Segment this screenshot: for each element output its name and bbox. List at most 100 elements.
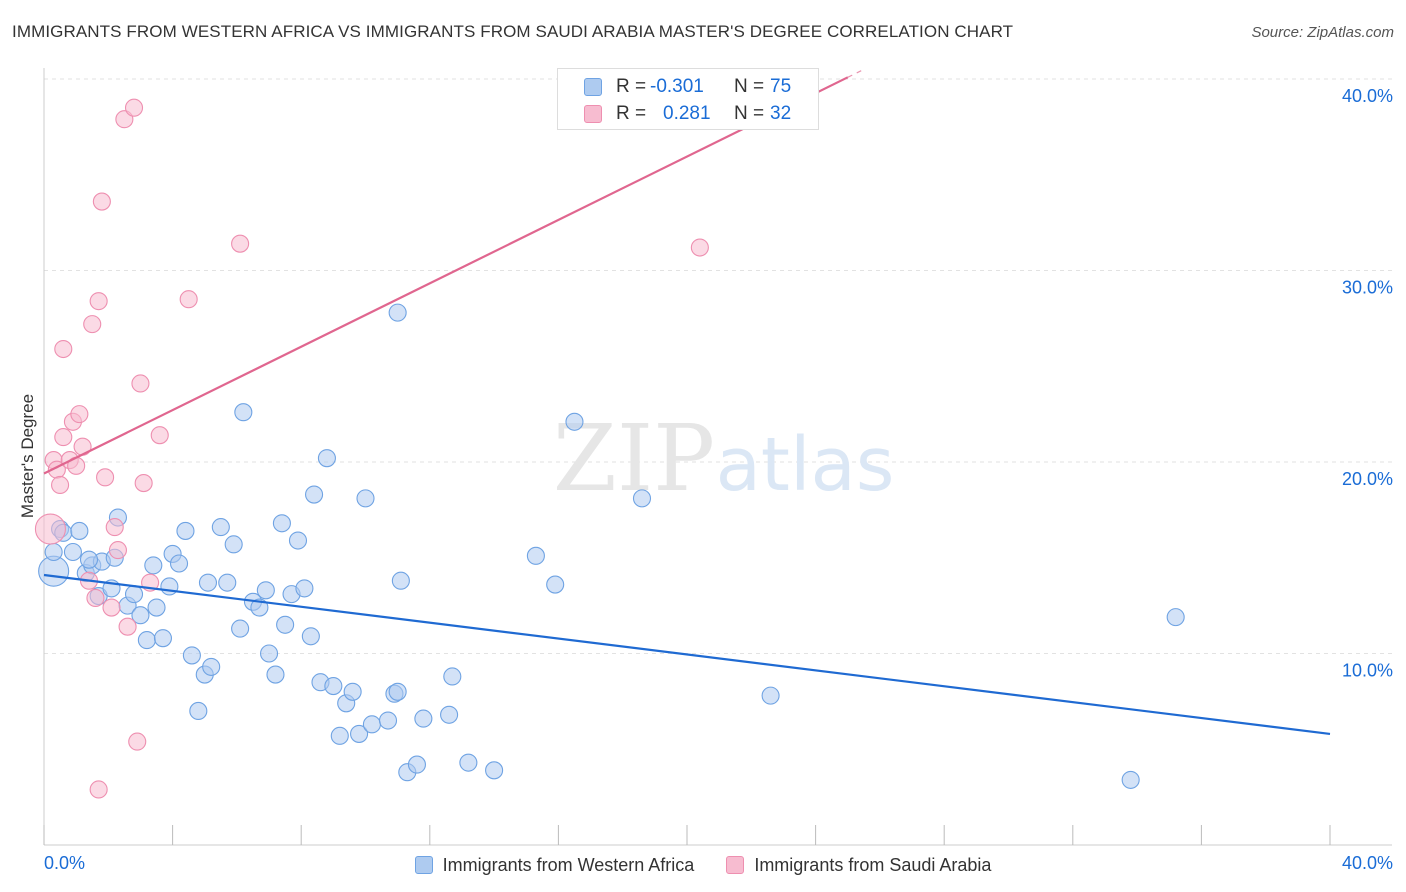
point-saudi-arabia (96, 468, 115, 487)
point-saudi-arabia (231, 234, 250, 253)
point-saudi-arabia (105, 518, 124, 537)
point-western-africa (63, 542, 82, 562)
point-western-africa (124, 585, 144, 604)
y-tick-label: 20.0% (1342, 469, 1393, 489)
point-western-africa (288, 531, 308, 550)
stats-swatch-western-africa (584, 78, 602, 96)
point-western-africa (343, 682, 362, 701)
grid-lines: 10.0% 20.0% 30.0% 40.0% (44, 78, 1393, 681)
point-saudi-arabia (128, 732, 147, 751)
point-western-africa (202, 657, 221, 676)
r-value: 0.281 (663, 103, 711, 124)
point-western-africa (70, 521, 89, 540)
legend-swatch-saudi-arabia (726, 856, 745, 874)
point-western-africa (131, 606, 150, 625)
trend-line-saudi-arabia-extension (847, 68, 865, 78)
r-label: R = (616, 103, 647, 124)
point-western-africa (44, 542, 63, 562)
trend-line-saudi-arabia (43, 76, 849, 475)
point-western-africa (305, 485, 324, 504)
point-western-africa (176, 521, 195, 540)
point-saudi-arabia (134, 474, 153, 493)
r-value: -0.301 (650, 76, 704, 97)
point-saudi-arabia (34, 513, 66, 545)
point-western-africa (169, 554, 189, 573)
point-saudi-arabia (83, 315, 102, 334)
trend-layer (43, 68, 1331, 736)
point-western-africa (295, 579, 314, 598)
point-western-africa (485, 761, 504, 780)
y-tick-label: 30.0% (1342, 278, 1393, 298)
point-western-africa (147, 598, 166, 617)
point-saudi-arabia (118, 617, 137, 636)
point-western-africa (218, 573, 237, 592)
point-western-africa (391, 571, 410, 590)
series-legend: Immigrants from Western Africa Immigrant… (0, 852, 1406, 878)
watermark-atlas: atlas (716, 422, 895, 508)
point-saudi-arabia (70, 405, 89, 424)
point-western-africa (362, 715, 381, 734)
point-western-africa (250, 598, 269, 617)
point-western-africa (414, 709, 433, 728)
points-layer (34, 98, 1185, 799)
y-tick-label: 40.0% (1342, 86, 1393, 106)
legend-item-western-africa: Immigrants from Western Africa (414, 854, 695, 876)
x-tick-label-max: 40.0% (1342, 853, 1393, 873)
point-saudi-arabia (150, 426, 169, 445)
point-western-africa (350, 724, 369, 743)
point-western-africa (388, 682, 407, 701)
r-label: R = (616, 76, 647, 97)
point-western-africa (189, 701, 208, 721)
n-value: 32 (770, 103, 792, 124)
point-saudi-arabia (102, 598, 121, 617)
point-saudi-arabia (54, 339, 73, 359)
point-saudi-arabia (54, 428, 73, 447)
y-tick-label: 10.0% (1342, 661, 1393, 681)
point-western-africa (1166, 608, 1185, 627)
point-western-africa (153, 629, 173, 648)
axes (43, 68, 1392, 846)
chart-title: IMMIGRANTS FROM WESTERN AFRICA VS IMMIGR… (12, 22, 1014, 41)
point-saudi-arabia (108, 541, 127, 560)
trend-line-western-africa (43, 573, 1331, 736)
point-western-africa (231, 619, 250, 638)
point-western-africa (256, 581, 275, 600)
point-western-africa (356, 489, 375, 508)
point-saudi-arabia (86, 588, 105, 608)
legend-label-saudi-arabia: Immigrants from Saudi Arabia (754, 854, 992, 875)
point-saudi-arabia (51, 475, 70, 495)
y-axis-label: Master's Degree (18, 394, 37, 518)
point-western-africa (234, 403, 253, 422)
x-tick-label-min: 0.0% (44, 853, 85, 873)
point-western-africa (388, 303, 407, 322)
point-western-africa (137, 631, 156, 650)
point-western-africa (144, 556, 163, 575)
point-western-africa (440, 705, 459, 724)
point-western-africa (259, 644, 279, 663)
point-western-africa (324, 677, 343, 696)
point-western-africa (79, 550, 99, 569)
point-saudi-arabia (92, 192, 111, 211)
point-western-africa (546, 575, 565, 594)
n-label: N = (734, 103, 765, 124)
stats-legend: R = -0.301 N = 75 R = 0.281 N = 32 (557, 68, 819, 130)
legend-label-western-africa: Immigrants from Western Africa (442, 854, 695, 875)
legend-swatch-western-africa (414, 856, 433, 874)
n-value: 75 (770, 76, 792, 97)
point-saudi-arabia (131, 374, 150, 393)
point-western-africa (182, 646, 201, 665)
point-western-africa (211, 518, 230, 537)
point-western-africa (378, 711, 398, 730)
n-label: N = (734, 76, 765, 97)
point-western-africa (632, 489, 652, 508)
point-western-africa (224, 535, 243, 554)
point-saudi-arabia (179, 290, 198, 309)
point-western-africa (443, 667, 462, 686)
point-western-africa (459, 753, 478, 772)
point-western-africa (761, 686, 780, 705)
point-western-africa (317, 449, 336, 468)
point-saudi-arabia (124, 98, 144, 117)
point-western-africa (526, 546, 545, 565)
point-western-africa (565, 412, 584, 431)
